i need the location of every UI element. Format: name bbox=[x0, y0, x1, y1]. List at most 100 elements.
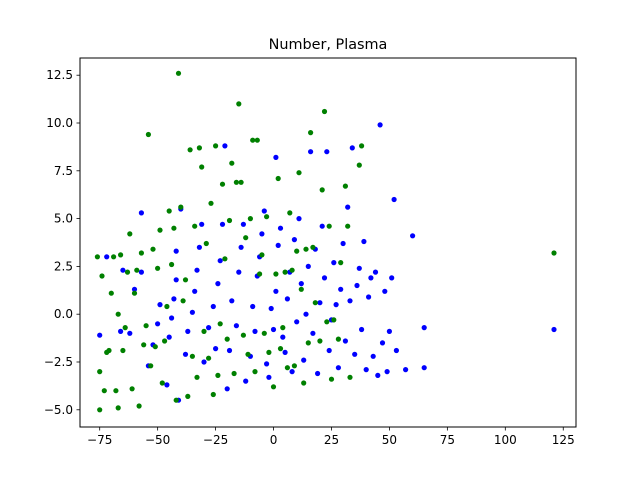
data-point-s0-58 bbox=[280, 334, 286, 340]
data-point-s1-78 bbox=[273, 271, 279, 277]
data-point-s0-53 bbox=[270, 326, 277, 333]
data-point-s1-29 bbox=[157, 227, 163, 233]
data-point-s0-110 bbox=[421, 325, 427, 331]
data-point-s1-76 bbox=[266, 349, 272, 355]
data-point-s1-92 bbox=[305, 340, 311, 346]
data-point-s0-10 bbox=[155, 321, 161, 327]
data-point-s1-46 bbox=[196, 145, 202, 151]
data-point-s1-89 bbox=[298, 286, 304, 292]
data-point-s0-36 bbox=[226, 347, 233, 354]
data-point-s0-86 bbox=[345, 204, 351, 210]
data-point-s0-89 bbox=[352, 351, 358, 357]
data-point-s1-13 bbox=[120, 347, 126, 354]
data-point-s1-44 bbox=[192, 223, 198, 229]
data-point-s1-17 bbox=[129, 386, 135, 392]
data-point-s1-19 bbox=[134, 267, 140, 273]
data-point-s0-30 bbox=[213, 346, 219, 352]
data-point-s0-34 bbox=[222, 143, 228, 149]
data-point-s1-97 bbox=[319, 187, 325, 193]
data-point-s0-101 bbox=[379, 340, 386, 346]
data-point-s1-105 bbox=[342, 183, 348, 189]
data-point-s0-62 bbox=[289, 369, 295, 375]
data-point-s0-76 bbox=[321, 275, 328, 281]
data-point-s0-27 bbox=[201, 359, 207, 365]
data-point-s0-95 bbox=[366, 294, 372, 300]
series-0 bbox=[97, 122, 557, 403]
data-point-s1-39 bbox=[180, 298, 186, 304]
data-point-s1-70 bbox=[252, 369, 258, 375]
data-point-s1-85 bbox=[289, 267, 295, 273]
data-point-s0-74 bbox=[317, 300, 323, 306]
data-point-s0-65 bbox=[296, 216, 302, 222]
data-point-s1-34 bbox=[169, 261, 175, 268]
data-point-s1-68 bbox=[247, 216, 253, 222]
data-point-s1-104 bbox=[338, 260, 344, 266]
data-point-s0-2 bbox=[118, 328, 124, 334]
data-point-s1-49 bbox=[203, 240, 209, 247]
data-point-s1-20 bbox=[136, 403, 142, 409]
data-point-s0-77 bbox=[324, 149, 330, 155]
data-point-s0-67 bbox=[301, 357, 307, 363]
data-point-s1-40 bbox=[182, 277, 189, 283]
data-point-s0-102 bbox=[382, 288, 388, 294]
data-point-s1-57 bbox=[222, 256, 228, 262]
data-point-s1-63 bbox=[236, 101, 242, 107]
x-tick-label-2: −25 bbox=[203, 433, 228, 447]
data-point-s0-42 bbox=[243, 378, 249, 384]
data-point-s1-90 bbox=[301, 380, 307, 386]
chart-title: Number, Plasma bbox=[269, 37, 388, 53]
data-point-s0-26 bbox=[199, 221, 205, 227]
data-point-s1-86 bbox=[291, 363, 297, 369]
data-point-s1-3 bbox=[99, 273, 105, 279]
data-point-s1-80 bbox=[277, 346, 284, 352]
data-point-s1-54 bbox=[215, 372, 221, 378]
y-tick-label-7: 12.5 bbox=[46, 68, 73, 82]
data-point-s0-29 bbox=[210, 303, 216, 310]
data-point-s1-21 bbox=[138, 250, 144, 256]
data-point-s0-106 bbox=[391, 196, 397, 203]
data-point-s1-35 bbox=[171, 225, 177, 231]
data-point-s1-16 bbox=[127, 231, 133, 237]
data-point-s0-55 bbox=[273, 154, 279, 160]
data-point-s1-6 bbox=[106, 347, 112, 354]
data-point-s0-38 bbox=[233, 323, 239, 329]
data-point-s1-61 bbox=[231, 370, 237, 377]
data-point-s0-7 bbox=[138, 210, 144, 216]
data-point-s1-37 bbox=[175, 70, 182, 76]
x-tick-label-3: 0 bbox=[270, 433, 278, 447]
data-point-s0-3 bbox=[120, 267, 126, 273]
data-point-s0-39 bbox=[236, 269, 242, 275]
data-point-s0-60 bbox=[284, 296, 290, 302]
data-point-s0-68 bbox=[303, 311, 309, 317]
data-point-s1-95 bbox=[312, 300, 318, 306]
data-point-s0-81 bbox=[333, 302, 339, 308]
data-point-s1-18 bbox=[131, 290, 138, 296]
data-point-s1-71 bbox=[254, 137, 260, 143]
data-point-s1-41 bbox=[185, 393, 191, 399]
data-point-s1-107 bbox=[347, 374, 353, 380]
data-point-s0-1 bbox=[104, 254, 110, 260]
data-point-s0-6 bbox=[138, 269, 144, 275]
data-point-s1-31 bbox=[162, 338, 168, 344]
data-point-s1-25 bbox=[148, 363, 154, 369]
data-point-s1-8 bbox=[111, 254, 117, 260]
x-axis: −75 −50 −25 0 25 50 75 100 125 bbox=[87, 427, 575, 447]
data-point-s0-104 bbox=[386, 328, 392, 334]
data-point-s1-81 bbox=[280, 325, 286, 331]
data-point-s0-40 bbox=[238, 244, 244, 250]
data-point-s0-64 bbox=[294, 319, 300, 325]
data-point-s0-41 bbox=[240, 221, 246, 227]
data-point-s1-15 bbox=[124, 269, 131, 275]
data-point-s1-26 bbox=[150, 246, 156, 252]
x-tick-label-8: 125 bbox=[552, 433, 575, 447]
data-point-s1-98 bbox=[321, 108, 328, 115]
data-point-s0-109 bbox=[410, 233, 416, 239]
data-point-s1-106 bbox=[345, 223, 351, 229]
data-point-s1-74 bbox=[261, 330, 267, 336]
data-point-s0-12 bbox=[164, 382, 170, 388]
data-point-s1-88 bbox=[296, 170, 302, 176]
data-point-s1-84 bbox=[287, 210, 293, 216]
data-point-s1-102 bbox=[331, 317, 337, 323]
data-point-s1-22 bbox=[141, 342, 147, 348]
data-point-s1-58 bbox=[224, 336, 230, 342]
